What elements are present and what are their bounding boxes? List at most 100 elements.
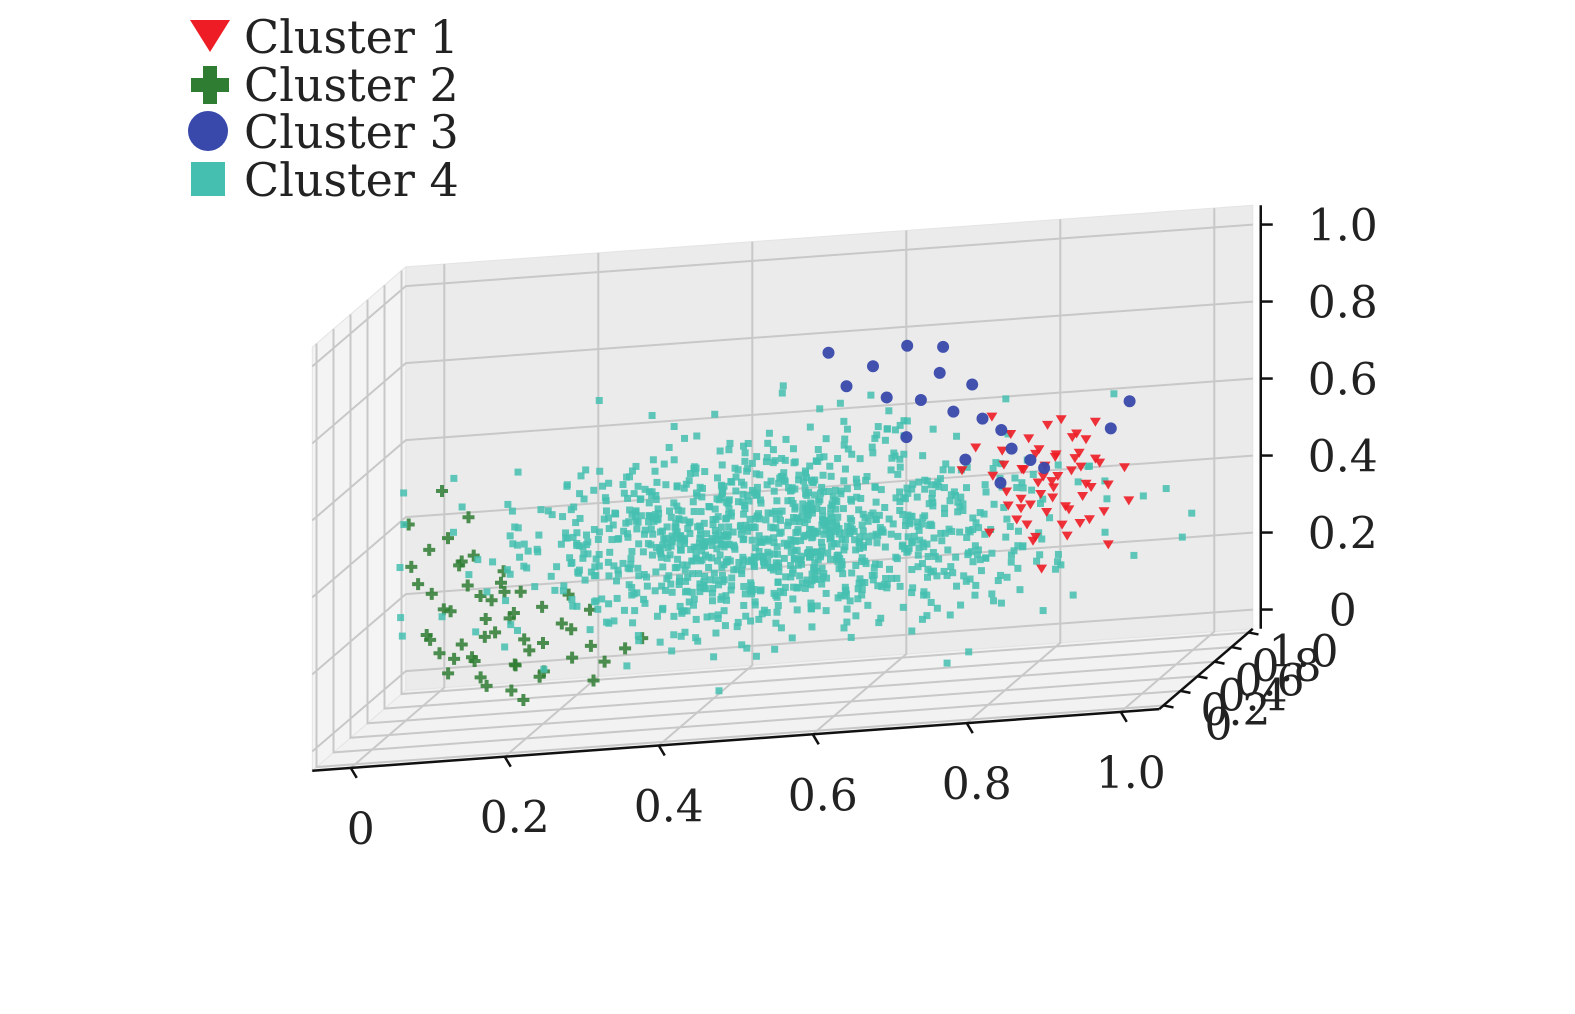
cluster-4-point xyxy=(567,506,575,514)
cluster-4-point xyxy=(645,518,653,526)
cluster-4-point xyxy=(645,499,653,507)
cluster-4-point xyxy=(818,580,826,588)
cluster-4-point xyxy=(1035,529,1043,537)
cluster-1-point xyxy=(956,466,968,476)
cluster-4-point xyxy=(752,470,760,478)
cluster-4-point xyxy=(643,582,651,590)
cluster-4-point xyxy=(717,536,725,544)
cluster-4-point xyxy=(629,619,637,627)
cluster-4-point xyxy=(818,543,826,551)
cluster-4-point xyxy=(878,583,886,591)
gridline-x xyxy=(350,264,446,769)
cluster-4-point xyxy=(896,506,904,514)
cluster-4-point xyxy=(988,590,996,598)
cluster-4-point xyxy=(697,508,705,516)
cluster-4-point xyxy=(900,494,908,502)
cluster-4-point xyxy=(806,462,814,470)
cluster-4-point xyxy=(450,474,458,482)
cluster-4-point xyxy=(845,528,853,536)
cluster-4-point xyxy=(859,542,867,550)
cluster-4-point xyxy=(927,481,935,489)
cluster-4-point xyxy=(580,495,588,503)
cluster-4-point xyxy=(675,577,683,585)
cluster-1-point xyxy=(1035,490,1047,500)
cluster-4-point xyxy=(628,548,636,556)
cluster-4-point xyxy=(692,464,700,472)
cluster-4-point xyxy=(885,407,893,415)
cluster-2-point xyxy=(514,585,527,598)
cluster-4-point xyxy=(871,434,879,442)
cluster-4-point xyxy=(700,519,708,527)
cluster-4-point xyxy=(698,484,706,492)
cluster-3-point xyxy=(1005,442,1018,455)
cluster-4-point xyxy=(605,525,613,533)
cluster-4-point xyxy=(848,450,856,458)
cluster-4-point xyxy=(753,453,761,461)
cluster-4-point xyxy=(825,487,833,495)
cluster-4-point xyxy=(864,517,872,525)
cluster-4-point xyxy=(963,463,971,471)
cluster-4-point xyxy=(725,496,733,504)
cluster-4-point xyxy=(654,505,662,513)
cluster-4-point xyxy=(772,515,780,523)
cluster-4-point xyxy=(635,572,643,580)
cluster-4-point xyxy=(658,527,666,535)
cluster-4-point xyxy=(595,397,603,405)
cluster-4-point xyxy=(799,500,807,508)
cluster-4-point xyxy=(927,598,935,606)
cluster-4-point xyxy=(605,600,613,608)
cluster-4-point xyxy=(734,618,742,626)
cluster-4-point xyxy=(806,552,814,560)
cluster-4-point xyxy=(801,584,809,592)
cluster-4-point xyxy=(839,505,847,513)
cluster-4-point xyxy=(676,602,684,610)
cluster-4-point xyxy=(843,425,851,433)
cluster-4-point xyxy=(700,578,708,586)
cluster-4-point xyxy=(734,498,742,506)
cluster-4-point xyxy=(711,410,719,418)
cluster-4-point xyxy=(900,450,908,458)
cluster-4-point xyxy=(594,535,602,543)
cluster-4-point xyxy=(818,547,826,555)
cluster-4-point xyxy=(755,537,763,545)
cluster-4-point xyxy=(899,510,907,518)
cluster-4-point xyxy=(775,568,783,576)
cluster-4-point xyxy=(559,587,567,595)
cluster-4-point xyxy=(731,464,739,472)
cluster-4-point xyxy=(763,454,771,462)
cluster-1-point xyxy=(1002,501,1014,511)
cluster-2-point xyxy=(425,587,438,600)
cluster-4-point xyxy=(739,498,747,506)
cluster-4-point xyxy=(1188,509,1196,517)
cluster-4-point xyxy=(709,597,717,605)
x-tick-label: 0.4 xyxy=(634,782,704,833)
cluster-4-point xyxy=(946,497,954,505)
cluster-4-point xyxy=(929,425,937,433)
cluster-4-point xyxy=(787,573,795,581)
cluster-4-point xyxy=(590,486,598,494)
cluster-4-point xyxy=(689,498,697,506)
cluster-4-point xyxy=(797,552,805,560)
cluster-4-point xyxy=(799,507,807,515)
cluster-4-point xyxy=(573,541,581,549)
cluster-4-point xyxy=(396,564,404,572)
cluster-4-point xyxy=(676,539,684,547)
cluster-4-point xyxy=(668,535,676,543)
cluster-4-point xyxy=(1016,586,1024,594)
cluster-4-point xyxy=(854,585,862,593)
cluster-4-point xyxy=(635,540,643,548)
cluster-4-point xyxy=(642,573,650,581)
cluster-1-point xyxy=(1016,464,1028,474)
cluster-4-point xyxy=(871,560,879,568)
cluster-4-point xyxy=(915,526,923,534)
cluster-4-point xyxy=(762,516,770,524)
cluster-4-point xyxy=(684,573,692,581)
cluster-4-point xyxy=(780,554,788,562)
cluster-4-point xyxy=(573,602,581,610)
cluster-4-point xyxy=(507,621,515,629)
cluster-4-point xyxy=(765,429,773,437)
cluster-4-point xyxy=(773,608,781,616)
cluster-4-point xyxy=(908,627,916,635)
cluster-1-point xyxy=(1050,450,1062,460)
cluster-2-point xyxy=(517,693,530,706)
